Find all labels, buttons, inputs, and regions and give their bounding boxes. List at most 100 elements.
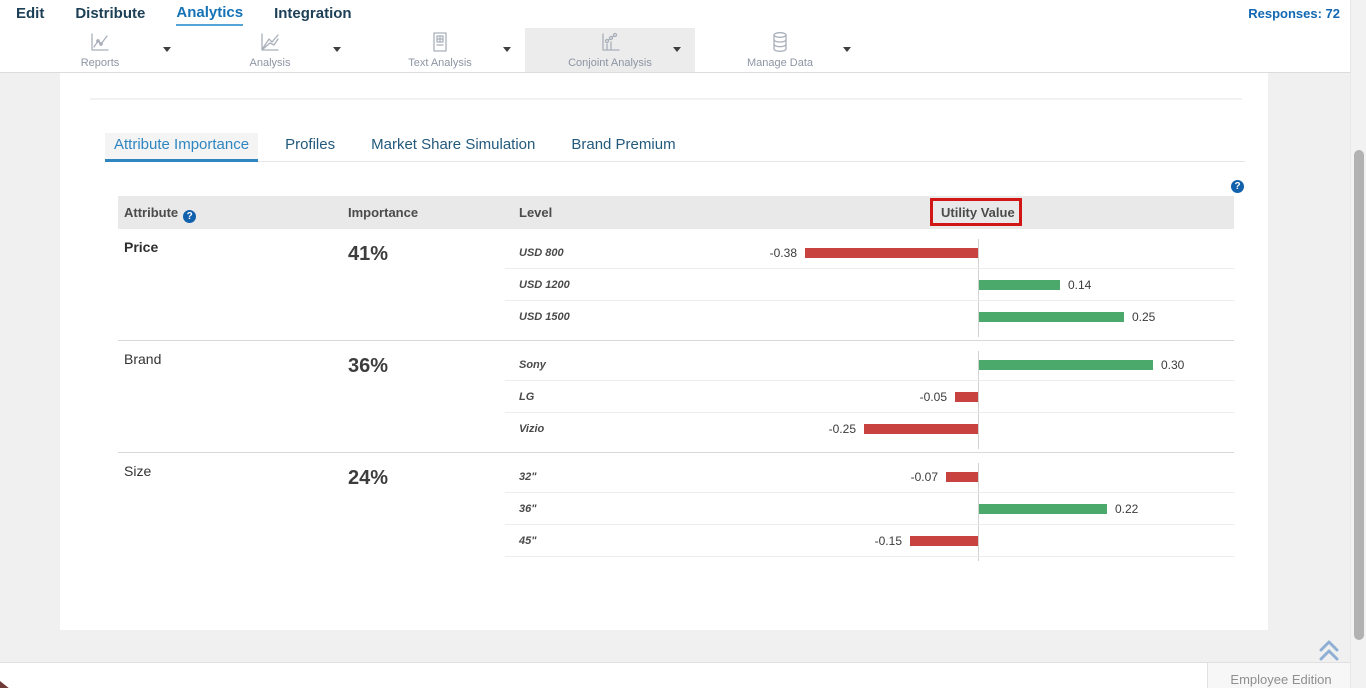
- attribute-header-label: Attribute: [124, 205, 179, 220]
- scroll-to-top-button[interactable]: [1316, 638, 1342, 664]
- importance-value: 36%: [348, 355, 389, 377]
- attribute-importance-table: Attribute? Importance Level Utility Valu…: [118, 196, 1234, 565]
- attribute-group-size: Size 24% 32" -0.07 36" 0.22 45" -0.15: [118, 453, 1234, 565]
- importance-column-header: Importance: [348, 205, 419, 220]
- tab-market-share-simulation[interactable]: Market Share Simulation: [371, 136, 536, 153]
- analytics-toolbar: Reports Analysis Text Analysis Conjoint Ana…: [0, 28, 1366, 73]
- attribute-help-icon[interactable]: ?: [183, 210, 197, 223]
- level-rows: USD 800 -0.38 USD 1200 0.14 USD 1500 0.25: [505, 237, 1234, 337]
- chevron-down-icon[interactable]: [333, 47, 341, 52]
- utility-value-label: 0.14: [1068, 278, 1092, 292]
- attribute-name: Size: [124, 463, 152, 479]
- content-card: Attribute Importance Profiles Market Share…: [60, 73, 1268, 630]
- red-annotation-box: [930, 198, 1022, 226]
- utility-bar: [979, 280, 1060, 290]
- level-label: LG: [519, 391, 535, 403]
- attribute-column-header: Attribute?: [124, 196, 197, 229]
- utility-value-label: 0.25: [1132, 310, 1156, 324]
- edition-badge: Employee Edition: [1207, 663, 1354, 688]
- level-label: USD 1200: [519, 279, 570, 291]
- zero-axis-line: [978, 463, 979, 561]
- scrollbar-thumb[interactable]: [1354, 150, 1364, 640]
- utility-value-label: -0.07: [910, 470, 938, 484]
- toolbar-item-label: Reports: [80, 57, 120, 69]
- level-column-header: Level: [519, 205, 553, 220]
- toolbar-item-reports[interactable]: Reports: [15, 28, 185, 72]
- utility-value-label: -0.38: [769, 246, 797, 260]
- tab-brand-premium[interactable]: Brand Premium: [571, 136, 676, 153]
- level-row: USD 1200 0.14: [505, 269, 1234, 301]
- utility-bar: [946, 472, 978, 482]
- importance-value: 24%: [348, 467, 389, 489]
- page-background: Attribute Importance Profiles Market Share…: [0, 73, 1366, 662]
- nav-item-integration[interactable]: Integration: [274, 5, 352, 22]
- toolbar-item-content: Manage Data: [695, 30, 865, 69]
- chevron-down-icon[interactable]: [843, 47, 851, 52]
- toolbar-item-analysis[interactable]: Analysis: [185, 28, 355, 72]
- table-header-row: Attribute? Importance Level Utility Valu…: [118, 196, 1234, 229]
- level-label: Sony: [519, 359, 546, 371]
- level-label: 45": [519, 535, 537, 547]
- level-label: Vizio: [519, 423, 545, 435]
- level-row: LG -0.05: [505, 381, 1234, 413]
- toolbar-item-conjoint-analysis[interactable]: Conjoint Analysis: [525, 28, 695, 72]
- level-row: 45" -0.15: [505, 525, 1234, 557]
- utility-bar: [979, 504, 1107, 514]
- window-scrollbar[interactable]: [1350, 0, 1366, 688]
- responses-count[interactable]: Responses: 72: [1248, 6, 1340, 21]
- document-grid-icon: [433, 32, 447, 52]
- top-nav-bar: Edit Distribute Analytics Integration Respo…: [0, 0, 1366, 28]
- attribute-group-price: Price 41% USD 800 -0.38 USD 1200 0.14 USD 1500…: [118, 229, 1234, 341]
- level-row: USD 1500 0.25: [505, 301, 1234, 333]
- toolbar-item-content: Text Analysis: [355, 30, 525, 69]
- level-row: Sony 0.30: [505, 349, 1234, 381]
- nav-item-edit[interactable]: Edit: [16, 5, 45, 22]
- attribute-group-brand: Brand 36% Sony 0.30 LG -0.05 Vizio -0.25: [118, 341, 1234, 453]
- utility-bar: [955, 392, 978, 402]
- attribute-name: Price: [124, 239, 159, 255]
- toolbar-item-manage-data[interactable]: Manage Data: [695, 28, 865, 72]
- importance-value: 41%: [348, 243, 389, 265]
- utility-bar: [805, 248, 978, 258]
- attribute-name: Brand: [124, 351, 162, 367]
- level-row: USD 800 -0.38: [505, 237, 1234, 269]
- toolbar-item-label: Text Analysis: [408, 57, 472, 69]
- toolbar-item-label: Conjoint Analysis: [568, 57, 652, 69]
- utility-value-label: -0.15: [874, 534, 902, 548]
- card-divider: [90, 98, 1242, 100]
- level-rows: Sony 0.30 LG -0.05 Vizio -0.25: [505, 349, 1234, 449]
- toolbar-item-content: Conjoint Analysis: [525, 30, 695, 69]
- toolbar-item-content: Analysis: [185, 30, 355, 69]
- utility-value-column-header: Utility Value: [941, 205, 1015, 220]
- utility-bar: [864, 424, 978, 434]
- chevron-down-icon[interactable]: [673, 47, 681, 52]
- tab-attribute-importance[interactable]: Attribute Importance: [105, 133, 259, 162]
- area-chart-icon: [261, 33, 279, 51]
- utility-bar: [979, 312, 1124, 322]
- line-chart-icon: [91, 33, 109, 51]
- level-row: Vizio -0.25: [505, 413, 1234, 445]
- level-row: 32" -0.07: [505, 461, 1234, 493]
- chevron-down-icon[interactable]: [503, 47, 511, 52]
- nav-item-analytics[interactable]: Analytics: [176, 3, 244, 26]
- primary-nav: Edit Distribute Analytics Integration: [16, 0, 352, 28]
- utility-bar: [979, 360, 1153, 370]
- nav-item-distribute[interactable]: Distribute: [75, 5, 146, 22]
- level-label: USD 1500: [519, 311, 570, 323]
- database-icon: [773, 32, 787, 52]
- utility-value-label: -0.05: [919, 390, 947, 404]
- help-icon[interactable]: ?: [1231, 180, 1244, 193]
- toolbar-item-label: Analysis: [249, 57, 291, 69]
- level-row: 36" 0.22: [505, 493, 1234, 525]
- tab-profiles[interactable]: Profiles: [285, 136, 336, 153]
- utility-value-label: 0.30: [1161, 358, 1185, 372]
- zero-axis-line: [978, 351, 979, 449]
- chevron-down-icon[interactable]: [163, 47, 171, 52]
- level-label: USD 800: [519, 247, 564, 259]
- toolbar-item-text-analysis[interactable]: Text Analysis: [355, 28, 525, 72]
- toolbar-item-label: Manage Data: [746, 57, 814, 69]
- level-label: 32": [519, 471, 537, 483]
- level-rows: 32" -0.07 36" 0.22 45" -0.15: [505, 461, 1234, 561]
- footer-bar: Employee Edition: [0, 662, 1366, 688]
